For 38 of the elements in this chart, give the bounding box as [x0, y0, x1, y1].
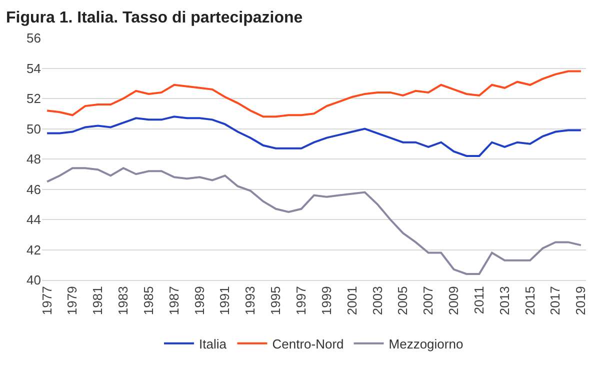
x-tick-label: 2009 [446, 286, 462, 316]
y-tick-label: 50 [26, 121, 41, 136]
x-tick-label: 2003 [370, 286, 385, 316]
x-tick-label: 2001 [344, 286, 360, 316]
x-tick-label: 2005 [395, 286, 410, 316]
y-tick-label: 46 [26, 182, 41, 197]
x-tick-label: 1987 [166, 286, 182, 316]
y-tick-label: 52 [26, 91, 41, 106]
y-tick-label: 42 [26, 242, 41, 258]
y-tick-label: 48 [26, 152, 41, 167]
legend-label: Centro-Nord [272, 336, 344, 352]
x-tick-label: 2007 [420, 286, 436, 316]
y-tick-label: 56 [26, 30, 41, 46]
y-tick-label: 44 [26, 212, 41, 228]
x-tick-label: 1983 [116, 286, 131, 316]
y-tick-label: 54 [26, 60, 41, 76]
x-tick-label: 1993 [242, 286, 258, 316]
x-tick-label: 1977 [39, 286, 54, 316]
x-tick-label: 1985 [140, 286, 156, 316]
chart-title: Figura 1. Italia. Tasso di partecipazione [6, 9, 303, 26]
x-tick-label: 2013 [496, 286, 512, 316]
x-tick-label: 1995 [268, 286, 284, 316]
x-tick-label: 1999 [318, 286, 334, 316]
x-tick-label: 1981 [90, 286, 106, 316]
x-tick-label: 2019 [573, 286, 588, 316]
legend-label: Mezzogiorno [388, 336, 464, 352]
x-tick-label: 1989 [192, 286, 207, 316]
x-tick-label: 2017 [548, 286, 563, 316]
line-series [46, 116, 582, 157]
x-tick-label: 2015 [522, 286, 538, 316]
y-tick-label: 40 [26, 272, 41, 288]
x-tick-label: 1991 [217, 286, 232, 316]
x-tick-label: 1979 [64, 286, 80, 316]
x-tick-label: 1997 [294, 286, 309, 316]
line-series [46, 167, 582, 275]
legend-label: Italia [199, 336, 228, 352]
x-tick-label: 2011 [471, 286, 486, 314]
line-series [46, 70, 582, 118]
